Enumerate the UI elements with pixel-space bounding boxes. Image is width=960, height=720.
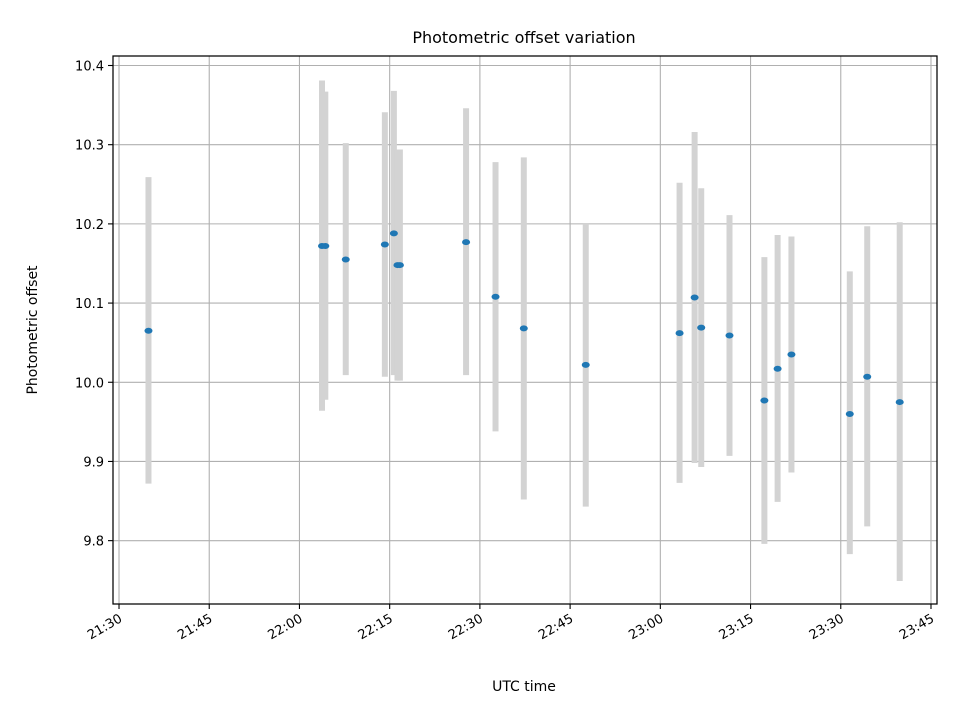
data-point [863, 373, 872, 380]
data-point [341, 256, 350, 263]
data-point [773, 365, 782, 372]
x-axis-label: UTC time [492, 679, 556, 695]
data-point [675, 330, 684, 337]
data-point [845, 410, 854, 417]
data-point [395, 262, 404, 269]
y-tick-label: 10.1 [75, 297, 104, 312]
y-tick-label: 10.0 [75, 376, 104, 391]
y-axis: 9.8 9.9 10.0 10.1 10.2 10.3 10.4 [75, 60, 113, 550]
y-axis-label: Photometric offset [25, 265, 41, 395]
data-point [697, 324, 706, 331]
data-point [581, 361, 590, 368]
chart-title: Photometric offset variation [412, 28, 635, 47]
data-point [690, 294, 699, 301]
y-tick-label: 10.2 [75, 218, 104, 233]
data-point [725, 332, 734, 339]
y-tick-label: 9.9 [83, 455, 104, 470]
data-point [389, 230, 398, 237]
data-point [895, 399, 904, 406]
y-tick-label: 10.3 [75, 139, 104, 154]
data-points [144, 230, 904, 417]
plot-frame [112, 55, 938, 605]
data-point [519, 325, 528, 332]
data-point [462, 239, 471, 246]
data-point [787, 351, 796, 358]
data-point [321, 243, 330, 250]
data-point [491, 293, 500, 300]
data-point [760, 397, 769, 404]
y-tick-label: 9.8 [83, 535, 104, 550]
data-point [380, 241, 389, 248]
y-tick-label: 10.4 [75, 60, 104, 75]
data-point [144, 327, 153, 334]
